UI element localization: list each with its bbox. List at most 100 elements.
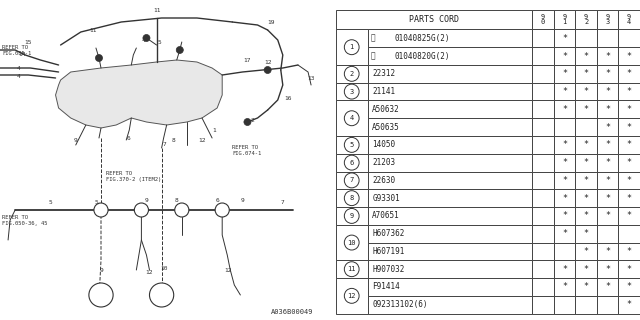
Circle shape xyxy=(134,203,148,217)
Text: 12: 12 xyxy=(264,60,271,65)
Text: 9
0: 9 0 xyxy=(541,14,545,25)
Bar xyxy=(367,136,532,154)
Bar xyxy=(554,189,575,207)
Bar xyxy=(554,278,575,296)
Bar xyxy=(618,207,640,225)
Text: 5: 5 xyxy=(49,199,52,204)
Bar xyxy=(618,118,640,136)
Bar xyxy=(597,296,618,314)
Bar xyxy=(336,172,367,189)
Bar xyxy=(554,100,575,118)
Bar xyxy=(554,260,575,278)
Text: *: * xyxy=(605,123,610,132)
Bar xyxy=(532,29,554,47)
Text: *: * xyxy=(584,229,589,238)
Text: 7: 7 xyxy=(281,199,285,204)
Circle shape xyxy=(215,203,229,217)
Bar xyxy=(597,278,618,296)
Bar xyxy=(336,278,367,314)
Text: *: * xyxy=(562,229,567,238)
Text: 9: 9 xyxy=(74,138,77,142)
Text: *: * xyxy=(584,283,589,292)
Bar xyxy=(575,136,597,154)
Bar xyxy=(336,154,367,172)
Bar xyxy=(554,10,575,29)
Text: 12: 12 xyxy=(146,269,153,275)
Text: F91414: F91414 xyxy=(372,283,400,292)
Text: *: * xyxy=(605,194,610,203)
Bar xyxy=(597,100,618,118)
Bar xyxy=(597,189,618,207)
Bar xyxy=(336,225,367,260)
Text: 7: 7 xyxy=(349,177,354,183)
Text: 14: 14 xyxy=(19,52,26,58)
Text: *: * xyxy=(627,140,632,149)
Bar xyxy=(618,278,640,296)
Bar xyxy=(532,278,554,296)
Bar xyxy=(554,47,575,65)
Bar xyxy=(367,29,532,47)
Bar xyxy=(367,47,532,65)
Bar xyxy=(575,260,597,278)
Text: *: * xyxy=(562,52,567,60)
Circle shape xyxy=(244,118,251,125)
Text: 9: 9 xyxy=(349,213,354,219)
Bar xyxy=(336,136,367,154)
Text: 21141: 21141 xyxy=(372,87,396,96)
Bar xyxy=(575,29,597,47)
Text: *: * xyxy=(584,158,589,167)
Bar xyxy=(575,154,597,172)
Text: *: * xyxy=(562,34,567,43)
Bar xyxy=(554,154,575,172)
Text: 22312: 22312 xyxy=(372,69,396,78)
Text: 6: 6 xyxy=(126,135,130,140)
Text: 13: 13 xyxy=(307,76,315,81)
Text: *: * xyxy=(627,123,632,132)
Text: H607362: H607362 xyxy=(372,229,404,238)
Text: *: * xyxy=(584,69,589,78)
Circle shape xyxy=(150,283,173,307)
Bar xyxy=(367,278,532,296)
Bar xyxy=(618,296,640,314)
Bar xyxy=(367,154,532,172)
Text: Ⓑ: Ⓑ xyxy=(371,52,375,60)
Bar xyxy=(618,243,640,260)
Polygon shape xyxy=(56,60,222,128)
Text: 5: 5 xyxy=(349,142,354,148)
Bar xyxy=(367,296,532,314)
Text: *: * xyxy=(562,87,567,96)
Text: *: * xyxy=(605,212,610,220)
Text: *: * xyxy=(605,105,610,114)
Bar xyxy=(532,172,554,189)
Bar xyxy=(367,260,532,278)
Text: *: * xyxy=(627,69,632,78)
Text: *: * xyxy=(605,283,610,292)
Bar xyxy=(575,207,597,225)
Bar xyxy=(336,29,367,65)
Text: 1: 1 xyxy=(212,127,216,132)
Text: 12: 12 xyxy=(198,138,205,142)
Text: REFER TO
FIG.050-36, 45: REFER TO FIG.050-36, 45 xyxy=(2,215,47,226)
Text: REFER TO
FIG.085-1: REFER TO FIG.085-1 xyxy=(2,45,31,56)
Bar xyxy=(336,260,367,278)
Text: *: * xyxy=(627,105,632,114)
Bar xyxy=(618,29,640,47)
Text: *: * xyxy=(605,265,610,274)
Text: 14050: 14050 xyxy=(372,140,396,149)
Text: *: * xyxy=(627,283,632,292)
Bar xyxy=(618,225,640,243)
Text: *: * xyxy=(605,176,610,185)
Text: *: * xyxy=(627,176,632,185)
Bar xyxy=(554,172,575,189)
Bar xyxy=(532,189,554,207)
Bar xyxy=(618,10,640,29)
Text: 6: 6 xyxy=(215,197,219,203)
Text: *: * xyxy=(562,158,567,167)
Text: 10: 10 xyxy=(348,240,356,245)
Text: 12: 12 xyxy=(348,293,356,299)
Bar xyxy=(367,225,532,243)
Text: Ⓑ: Ⓑ xyxy=(371,34,375,43)
Bar xyxy=(597,207,618,225)
Text: *: * xyxy=(562,194,567,203)
Bar xyxy=(532,65,554,83)
